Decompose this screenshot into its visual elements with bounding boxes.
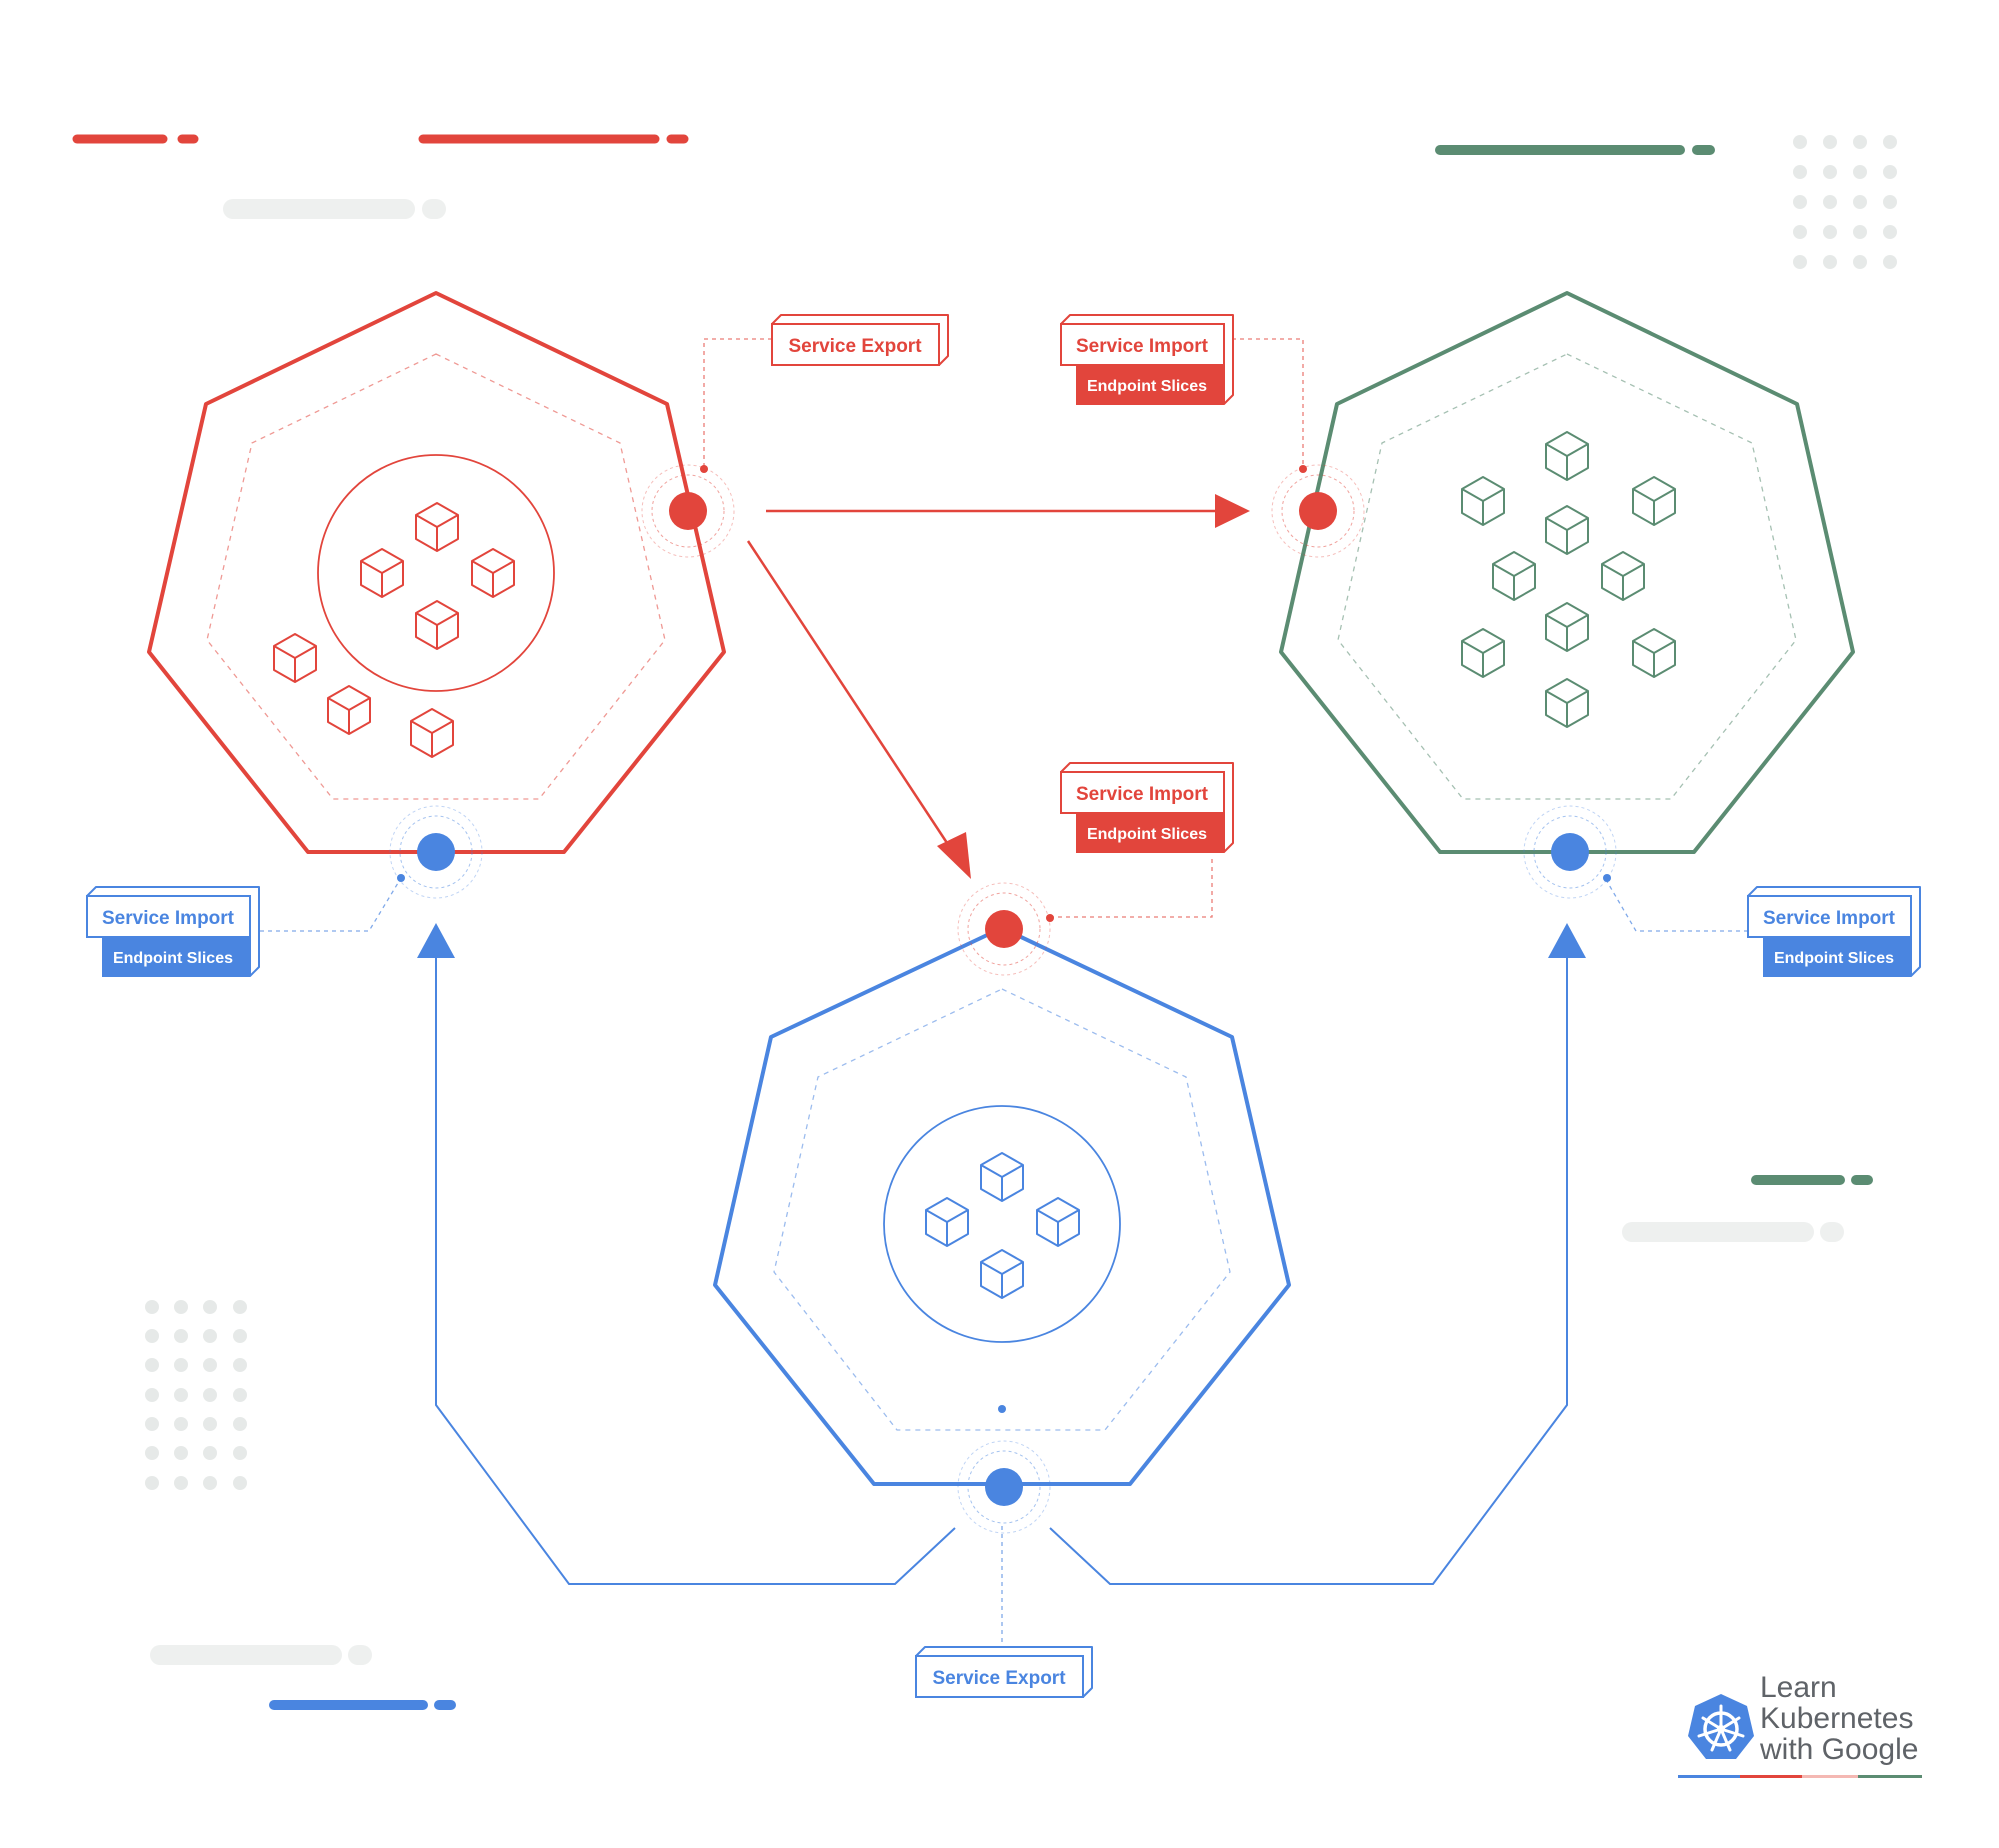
arrow-blue-to-red-head: [417, 923, 455, 958]
pod-cube-icon: [471, 548, 515, 598]
arrow-blue-to-red: [435, 955, 956, 1585]
pod-cube-icon: [1036, 1197, 1080, 1247]
blue-cluster-outline: [713, 926, 1291, 1486]
red-cluster-outline: [147, 291, 726, 854]
endpoint-node-blue-import: [957, 882, 1054, 976]
dot-grid-bottom-left: [145, 1300, 247, 1490]
arrow-red-to-green-head: [1215, 494, 1250, 528]
service-export-text: Service Export: [932, 1668, 1066, 1689]
connection-arrows: [417, 494, 1586, 1585]
pod-cube-icon: [925, 1197, 969, 1247]
pod-cube-icon: [1601, 551, 1645, 601]
green-cluster-pods: [1461, 431, 1676, 728]
dot-grid-top-right: [1793, 135, 1897, 269]
service-import-text: Service Import: [102, 908, 235, 929]
pod-cube-icon: [1632, 628, 1676, 678]
pod-cube-icon: [1545, 602, 1589, 652]
arrow-blue-to-green: [1049, 955, 1568, 1585]
pod-cube-icon: [1545, 431, 1589, 481]
pod-cube-icon: [360, 548, 404, 598]
red-cluster-pod-ring: [317, 454, 555, 692]
service-import-text: Service Import: [1076, 784, 1209, 805]
service-import-label-green: Service Import Endpoint Slices: [1060, 314, 1234, 405]
service-import-text: Service Import: [1763, 908, 1896, 929]
endpoint-slices-text: Endpoint Slices: [1087, 826, 1207, 843]
service-export-text: Service Export: [788, 336, 922, 357]
pod-cube-icon: [273, 633, 317, 683]
endpoint-node-blue-export: [957, 1440, 1051, 1534]
endpoint-slices-box: [1076, 813, 1224, 853]
blue-cluster: [713, 926, 1291, 1486]
endpoint-node-red-import: [389, 805, 483, 899]
endpoint-node-green-blue-import: [1523, 805, 1617, 899]
service-import-label-green-blue: Service Import Endpoint Slices: [1747, 886, 1921, 977]
pod-cube-icon: [415, 502, 459, 552]
green-cluster-inner-ring: [1337, 353, 1797, 800]
blue-cluster-inner-ring: [773, 988, 1231, 1431]
endpoint-slices-text: Endpoint Slices: [1774, 950, 1894, 967]
green-cluster-outline: [1279, 291, 1855, 854]
service-import-label-red: Service Import Endpoint Slices: [86, 886, 260, 977]
red-cluster: [147, 291, 726, 854]
learn-kubernetes-logo: Learn Kubernetes with Google: [1678, 1672, 1938, 1782]
red-cluster-pods: [273, 502, 515, 758]
endpoint-slices-text: Endpoint Slices: [113, 950, 233, 967]
pod-cube-icon: [980, 1249, 1024, 1299]
logo-line-learn: Learn: [1760, 1671, 1837, 1704]
service-import-text: Service Import: [1076, 336, 1209, 357]
blue-cluster-pods: [925, 1152, 1080, 1299]
pod-cube-icon: [1492, 551, 1536, 601]
pod-cube-icon: [1461, 476, 1505, 526]
service-export-label-red: Service Export: [771, 314, 949, 366]
pod-cube-icon: [1461, 628, 1505, 678]
logo-line-kubernetes: Kubernetes: [1760, 1702, 1914, 1735]
endpoint-node-green-import: [1271, 464, 1365, 558]
red-cluster-inner-ring: [206, 353, 666, 800]
endpoint-slices-text: Endpoint Slices: [1087, 378, 1207, 395]
endpoint-slices-box: [102, 937, 250, 977]
service-import-label-blue: Service Import Endpoint Slices: [1060, 762, 1234, 853]
logo-underline: [1678, 1775, 1922, 1778]
kubernetes-helm-icon: [1688, 1694, 1754, 1759]
leader-lines: [260, 338, 1748, 1647]
green-cluster: [1279, 291, 1855, 854]
blue-cluster-dot: [998, 1405, 1006, 1413]
arrow-red-to-blue: [746, 540, 953, 850]
arrow-red-to-blue-head: [937, 832, 971, 879]
pod-cube-icon: [410, 708, 454, 758]
pod-cube-icon: [415, 600, 459, 650]
pod-cube-icon: [327, 685, 371, 735]
endpoint-node-red-export: [641, 464, 735, 558]
arrow-blue-to-green-head: [1548, 923, 1586, 958]
pod-cube-icon: [1545, 505, 1589, 555]
endpoint-slices-box: [1763, 937, 1911, 977]
pod-cube-icon: [1632, 476, 1676, 526]
logo-line-with-google: with Google: [1760, 1733, 1919, 1766]
service-export-label-blue: Service Export: [915, 1646, 1093, 1698]
pod-cube-icon: [1545, 678, 1589, 728]
endpoint-slices-box: [1076, 365, 1224, 405]
pod-cube-icon: [980, 1152, 1024, 1202]
decorative-dashes: [72, 134, 1873, 1710]
blue-cluster-pod-ring: [883, 1105, 1121, 1343]
